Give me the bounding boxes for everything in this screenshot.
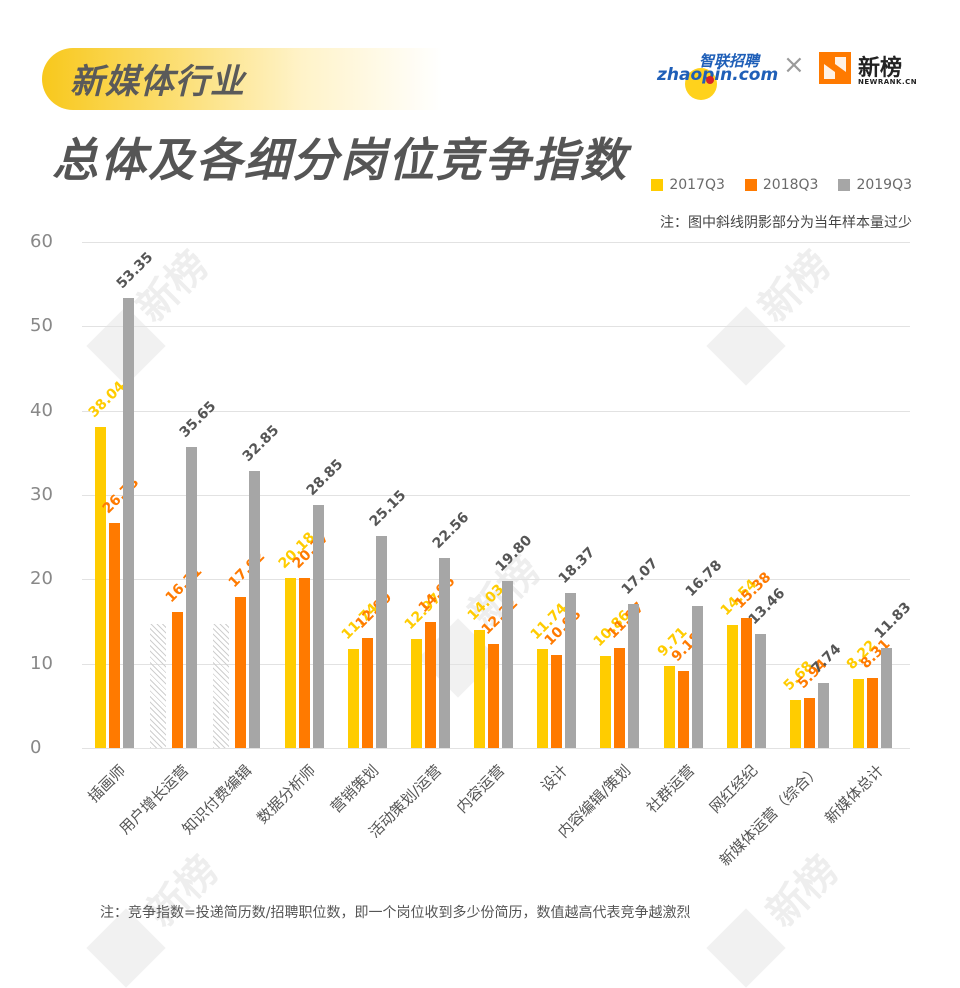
bar-2018q3[interactable] [678, 671, 689, 748]
legend-item-2018q3: 2018Q3 [744, 177, 819, 193]
value-label: 35.65 [176, 398, 220, 441]
bar-2018q3[interactable] [741, 618, 752, 748]
bar-2018q3[interactable] [867, 678, 878, 748]
legend-swatch-icon [651, 179, 664, 191]
bar-2018q3[interactable] [109, 523, 120, 748]
gridline [82, 495, 910, 496]
value-label: 38.04 [85, 378, 129, 421]
x-axis-label: 社群运营 [642, 761, 698, 817]
bar-2017q3[interactable] [95, 427, 106, 748]
y-axis-tick: 30 [30, 484, 53, 505]
bar-2017q3[interactable] [411, 639, 422, 748]
value-label: 17.92 [225, 548, 269, 591]
x-axis-label: 插画师 [84, 761, 130, 806]
gridline [82, 242, 910, 243]
hatch-note: 注：图中斜线阴影部分为当年样本量过少 [660, 215, 912, 231]
bar-2019q3[interactable] [881, 648, 892, 748]
bar-2018q3[interactable] [804, 698, 815, 748]
y-axis-tick: 10 [30, 653, 53, 674]
x-axis-label: 数据分析师 [252, 761, 319, 828]
value-label: 7.74 [808, 641, 845, 677]
bar-2017q3[interactable] [474, 630, 485, 748]
newrank-logo-icon [819, 52, 851, 84]
zhaopin-dot-icon [706, 76, 714, 84]
times-icon: × [783, 50, 805, 80]
legend-item-2017q3: 2017Q3 [651, 177, 725, 193]
legend-label: 2019Q3 [856, 177, 912, 193]
legend-label: 2017Q3 [669, 177, 725, 193]
y-axis-tick: 60 [30, 231, 53, 252]
bar-2018q3[interactable] [299, 578, 310, 748]
bar-2017q3[interactable] [285, 578, 296, 748]
value-label: 32.85 [239, 422, 283, 465]
bar-2017q3[interactable] [600, 656, 611, 748]
bar-2019q3[interactable] [376, 536, 387, 748]
bar-2019q3[interactable] [313, 505, 324, 748]
bar-2019q3[interactable] [502, 581, 513, 748]
x-axis-label: 营销策划 [326, 761, 382, 817]
hatched-bar [150, 624, 167, 748]
bar-2017q3[interactable] [790, 700, 801, 748]
value-label: 22.56 [429, 509, 473, 552]
footnote: 注：竞争指数=投递简历数/招聘职位数，即一个岗位收到多少份简历，数值越高代表竞争… [100, 905, 691, 921]
zhaopin-logo-cn: 智联招聘 [699, 52, 760, 70]
bar-2018q3[interactable] [235, 597, 246, 748]
bar-2018q3[interactable] [425, 622, 436, 748]
legend-label: 2018Q3 [762, 177, 819, 193]
value-label: 11.83 [871, 599, 915, 642]
x-axis-label: 网红经纪 [705, 761, 761, 817]
category-tag-background [42, 48, 442, 110]
gridline [82, 326, 910, 327]
y-axis-tick: 50 [30, 315, 53, 336]
y-axis-tick: 20 [30, 568, 53, 589]
bar-2019q3[interactable] [818, 683, 829, 748]
zhaopin-logo-en: zhaopin.com [657, 65, 779, 85]
bar-2018q3[interactable] [614, 648, 625, 748]
newrank-logo-en: NEWRANK.CN [858, 78, 918, 86]
y-axis-tick: 40 [30, 400, 53, 421]
legend-item-2019q3: 2019Q3 [838, 177, 912, 193]
value-label: 18.37 [555, 544, 599, 587]
y-axis-tick: 0 [30, 737, 42, 758]
gridline [82, 579, 910, 580]
bar-2017q3[interactable] [727, 625, 738, 748]
bar-2018q3[interactable] [551, 655, 562, 748]
bar-2019q3[interactable] [628, 604, 639, 748]
bar-2019q3[interactable] [123, 298, 134, 748]
x-axis-label: 内容运营 [453, 761, 509, 817]
legend-swatch-icon [838, 179, 851, 191]
bar-2019q3[interactable] [692, 606, 703, 748]
hatched-bar [213, 624, 230, 748]
x-axis-label: 设计 [537, 761, 572, 796]
bar-2019q3[interactable] [249, 471, 260, 748]
bar-2017q3[interactable] [853, 679, 864, 748]
bar-2019q3[interactable] [186, 447, 197, 748]
bar-2018q3[interactable] [362, 638, 373, 748]
bar-2018q3[interactable] [172, 612, 183, 748]
partner-logos: 智联招聘 zhaopin.com × 新榜 NEWRANK.CN [655, 48, 925, 100]
chart-legend: 2017Q3 2018Q3 2019Q3 [651, 177, 912, 193]
gridline [82, 411, 910, 412]
bar-2019q3[interactable] [439, 558, 450, 748]
bar-2018q3[interactable] [488, 644, 499, 748]
bar-2017q3[interactable] [664, 666, 675, 748]
x-axis-label: 新媒体总计 [821, 761, 888, 828]
zhaopin-logo: 智联招聘 zhaopin.com [655, 50, 778, 100]
bar-2019q3[interactable] [565, 593, 576, 748]
value-label: 19.80 [492, 532, 536, 575]
bar-2019q3[interactable] [755, 634, 766, 748]
bar-2017q3[interactable] [348, 649, 359, 748]
value-label: 28.85 [303, 456, 347, 499]
legend-swatch-icon [744, 179, 757, 191]
bar-chart: 0 10 20 30 40 50 60 38.04 26.73 53.35 插画师 16.11 35.6… [30, 231, 915, 870]
value-label: 25.15 [366, 487, 410, 530]
gridline [82, 748, 910, 749]
chart-title: 总体及各细分岗位竞争指数 [52, 133, 628, 187]
value-label: 53.35 [113, 249, 157, 292]
value-label: 16.11 [162, 563, 206, 606]
category-tag: 新媒体行业 [70, 62, 245, 102]
value-label: 17.07 [618, 555, 662, 598]
newrank-logo-cn: 新榜 [858, 56, 903, 81]
bar-2017q3[interactable] [537, 649, 548, 748]
